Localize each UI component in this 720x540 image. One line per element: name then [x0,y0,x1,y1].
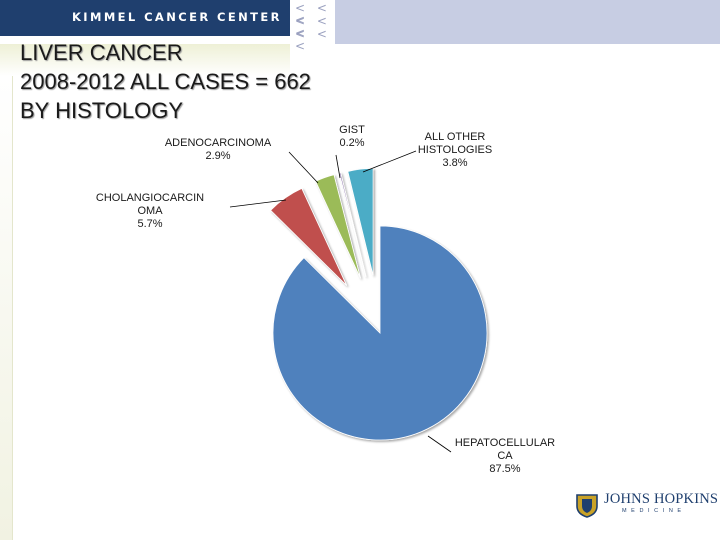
slide-title-line-3: BY HISTOLOGY [20,98,184,123]
shield-icon [576,494,598,518]
logo-subtitle: MEDICINE [622,508,686,514]
logo-name: JOHNS HOPKINS [604,491,719,507]
left-margin-rule [0,76,13,540]
brand-name: KIMMEL CANCER CENTER [72,10,282,24]
chevron-row-3: < < < [295,27,331,53]
pie-slice-adenocarcinoma [315,174,361,279]
leader-line-adenocarcinoma [288,151,319,184]
slide-title-line-1: LIVER CANCER [20,40,183,65]
johns-hopkins-logo: JOHNS HOPKINS MEDICINE [574,490,718,520]
title-accent-band [0,44,290,76]
data-label-all-other-histologies: ALL OTHER HISTOLOGIES 3.8% [418,131,492,169]
leader-line-gist [335,154,341,179]
header-bar-gap [0,36,290,44]
chevron-row-1: < < < [295,1,331,27]
data-label-adenocarcinoma: ADENOCARCINOMA 2.9% [165,137,272,162]
data-label-hepatocellular-ca: HEPATOCELLULAR CA 87.5% [455,437,555,475]
data-label-gist: GIST 0.2% [339,124,365,149]
pie-slice-hepatocellular-ca [272,225,488,441]
leader-line-all-other-histologies [362,150,417,173]
data-label-cholangiocarcinoma: CHOLANGIOCARCIN OMA 5.7% [96,192,204,230]
leader-line-cholangiocarcinoma [229,199,287,208]
slide-title-line-2: 2008-2012 ALL CASES = 662 [20,69,311,94]
leader-line-hepatocellular-ca [427,435,452,453]
header-chevrons: < < < < < < < < < [293,0,335,52]
header-bar-lavender [335,0,720,44]
pie-slice-cholangiocarcinoma [270,187,348,286]
header-bar-navy [0,0,290,36]
chevron-row-2: < < < [295,14,331,40]
